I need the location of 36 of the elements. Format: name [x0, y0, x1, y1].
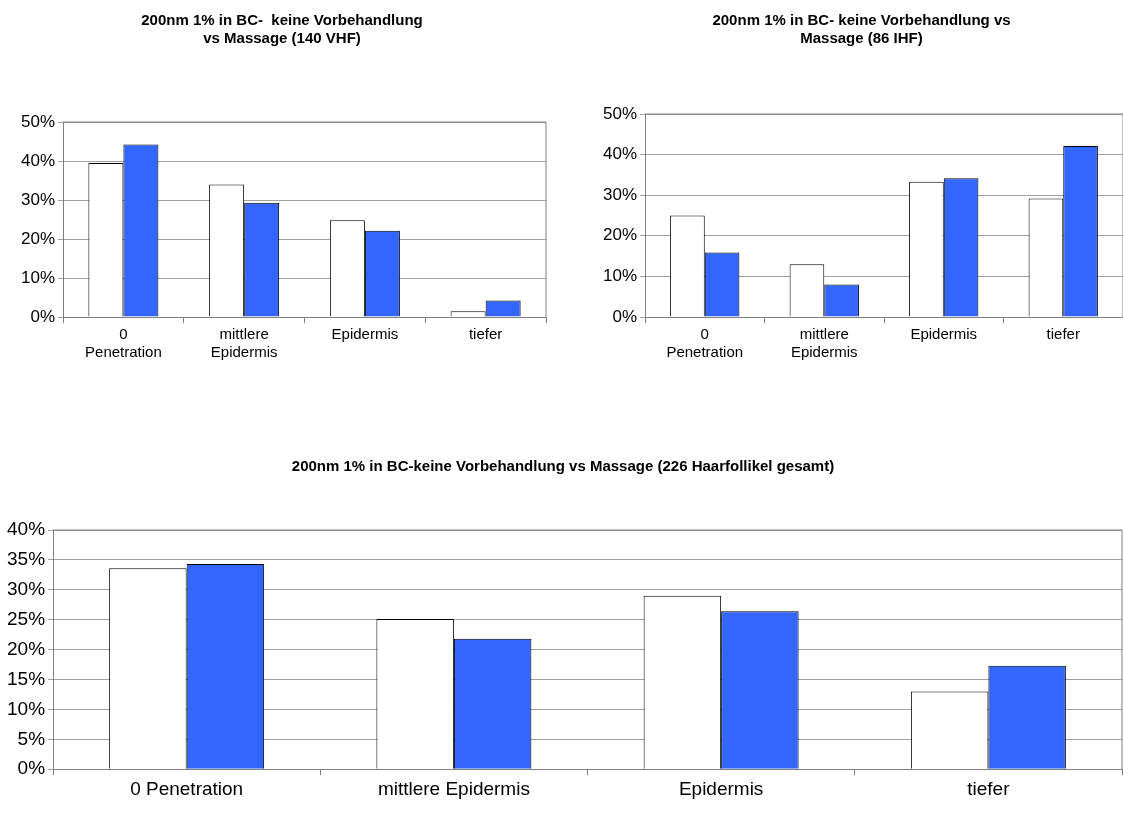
y-tick-label: 20%	[7, 637, 46, 659]
y-tick-label: 40%	[7, 518, 46, 540]
y-tick-label: 10%	[602, 266, 638, 286]
x-tick-label: tiefer	[1046, 325, 1080, 343]
y-tick-label: 40%	[20, 150, 56, 170]
x-tick-label: mittlere Epidermis	[210, 325, 278, 361]
y-tick-label: 30%	[7, 578, 46, 600]
x-tick-label: 0 Penetration	[666, 325, 744, 361]
chart-title: 200nm 1% in BC-keine Vorbehandlung vs Massage (226 Haarfollikel gesamt)	[291, 457, 835, 475]
y-tick-label: 10%	[7, 697, 46, 719]
x-tick-label: 0 Penetration	[130, 777, 244, 799]
y-tick-label: 30%	[602, 184, 638, 204]
x-tick-label: tiefer	[967, 777, 1011, 799]
chart-title: 200nm 1% in BC- keine Vorbehandlung vs Massage (86 IHF)	[712, 11, 1011, 47]
x-tick-label: tiefer	[468, 325, 503, 343]
y-tick-label: 20%	[20, 228, 56, 248]
x-tick-label: mittlere Epidermis	[790, 325, 858, 361]
y-tick-label: 50%	[20, 111, 56, 131]
y-tick-label: 30%	[20, 189, 56, 209]
y-tick-label: 25%	[7, 607, 46, 629]
y-tick-label: 0%	[612, 306, 638, 326]
x-tick-label: mittlere Epidermis	[377, 777, 530, 799]
x-tick-label: Epidermis	[331, 325, 399, 343]
y-tick-label: 50%	[602, 103, 638, 123]
y-tick-label: 20%	[602, 225, 638, 245]
y-tick-label: 10%	[20, 267, 56, 287]
y-tick-label: 0%	[17, 757, 46, 779]
x-tick-label: Epidermis	[678, 777, 764, 799]
chart-title: 200nm 1% in BC- keine Vorbehandlung vs Massage (140 VHF)	[141, 11, 423, 47]
y-tick-label: 40%	[602, 144, 638, 164]
y-tick-label: 0%	[30, 306, 56, 326]
y-tick-label: 15%	[7, 667, 46, 689]
y-tick-label: 5%	[17, 727, 46, 749]
y-tick-label: 35%	[7, 548, 46, 570]
x-tick-label: 0 Penetration	[85, 325, 162, 361]
x-tick-label: Epidermis	[910, 325, 978, 343]
